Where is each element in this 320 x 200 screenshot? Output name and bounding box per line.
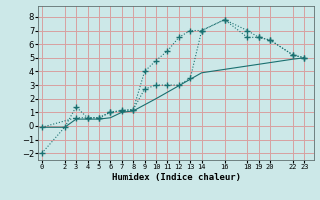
X-axis label: Humidex (Indice chaleur): Humidex (Indice chaleur) bbox=[111, 173, 241, 182]
